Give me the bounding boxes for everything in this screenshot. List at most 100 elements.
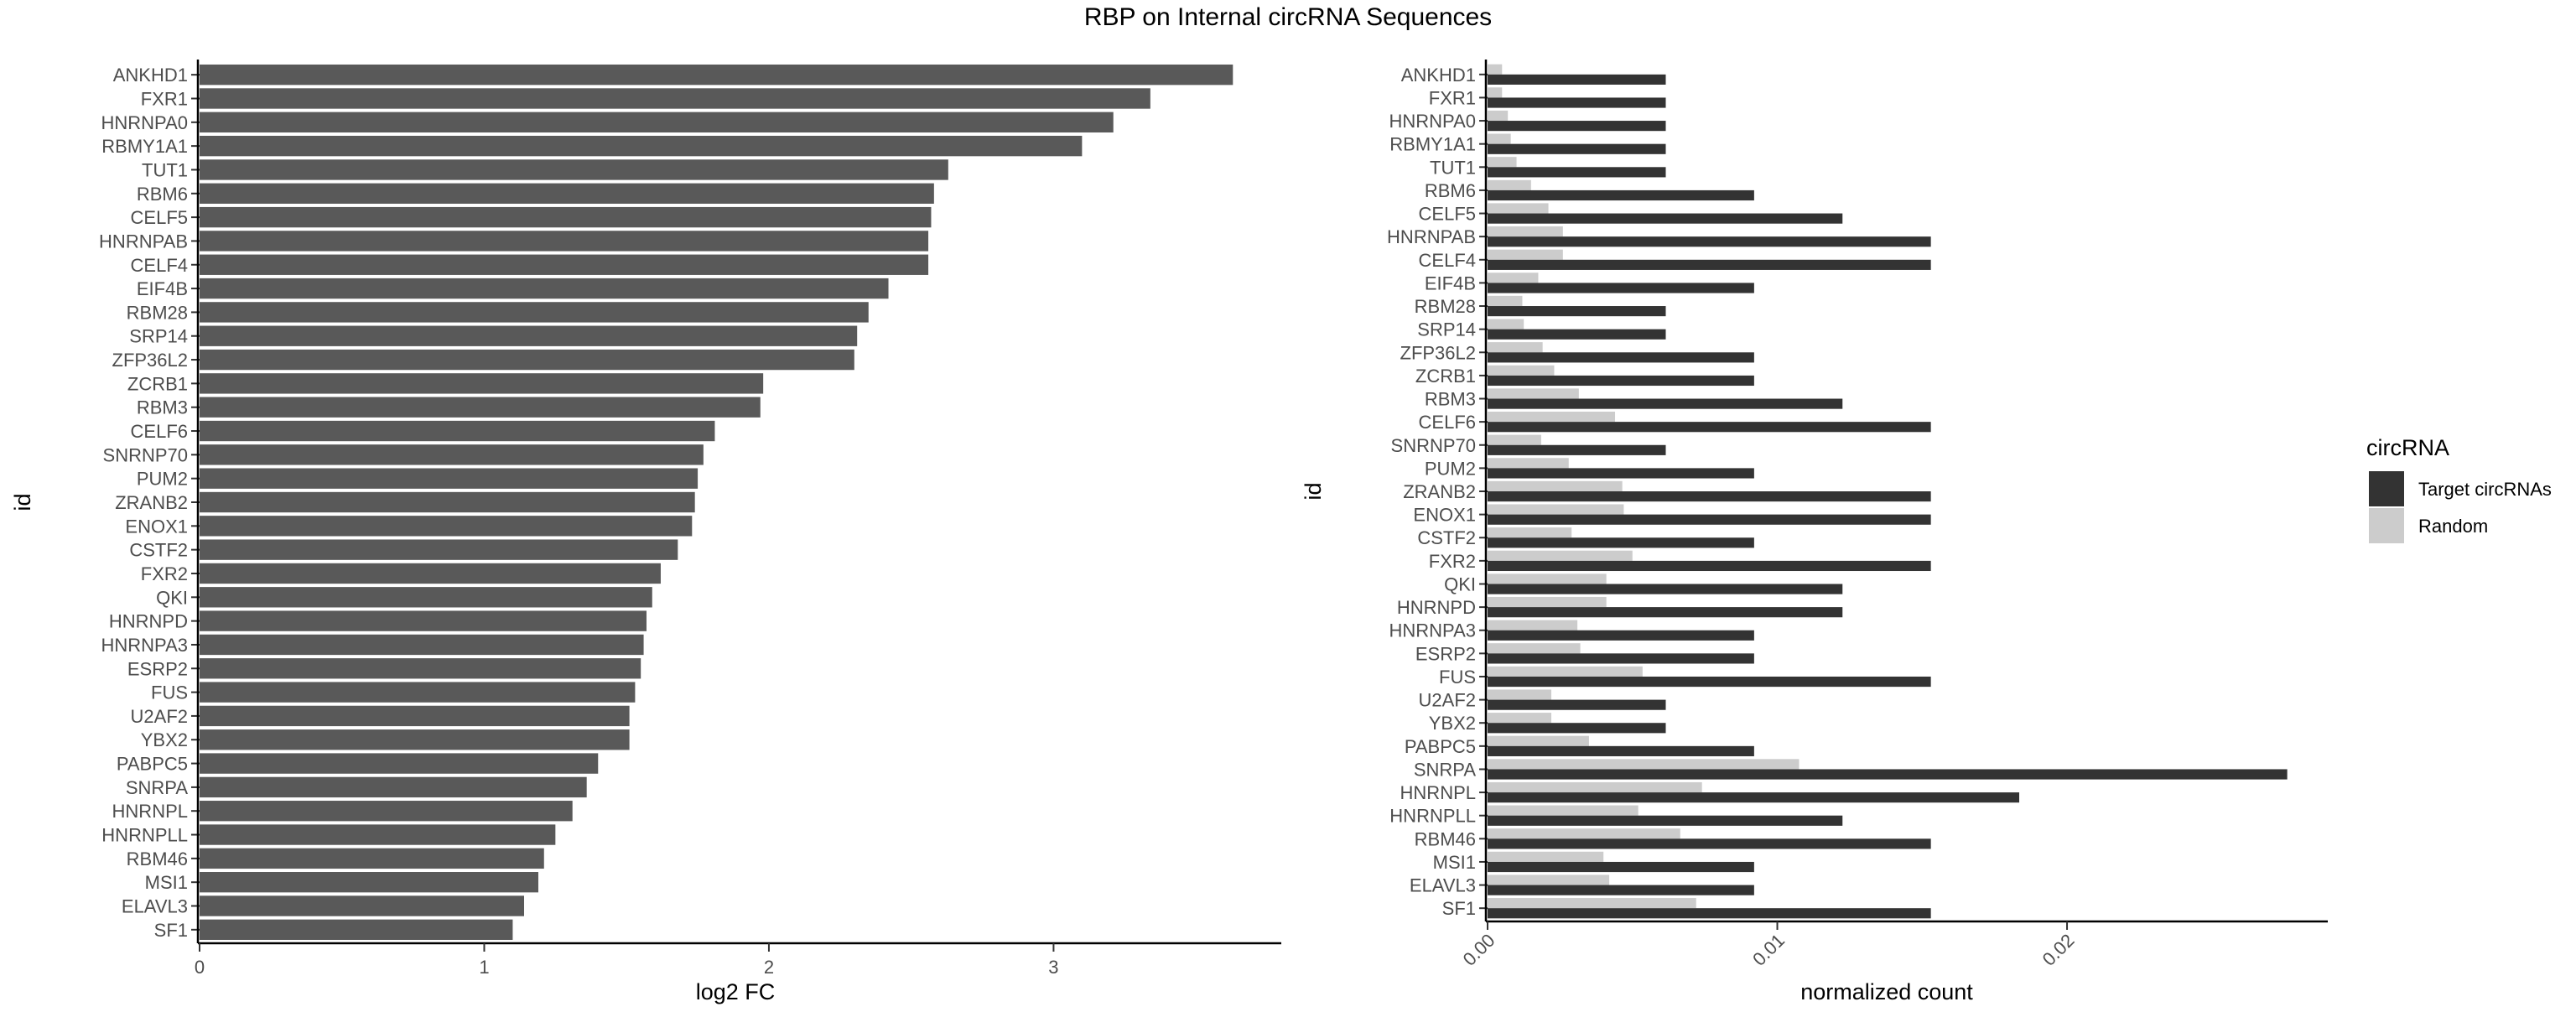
bar-random bbox=[1488, 573, 1607, 584]
bar bbox=[200, 705, 630, 727]
bar bbox=[200, 729, 630, 750]
bar-random bbox=[1488, 434, 1541, 445]
y-tick-label: ANKHD1 bbox=[1401, 65, 1476, 86]
bar-target bbox=[1488, 97, 1666, 108]
bar-random bbox=[1488, 759, 1800, 770]
bar bbox=[200, 468, 699, 489]
y-tick-label: RBMY1A1 bbox=[1389, 134, 1476, 155]
y-tick-label: CELF5 bbox=[131, 207, 188, 228]
bar-target bbox=[1488, 607, 1843, 618]
y-tick-label: HNRNPLL bbox=[101, 825, 188, 846]
y-tick-label: CELF4 bbox=[131, 255, 188, 276]
bar-target bbox=[1488, 630, 1754, 641]
bar-random bbox=[1488, 527, 1572, 538]
bar-random bbox=[1488, 203, 1549, 214]
y-tick-label: HNRNPAB bbox=[1387, 226, 1476, 247]
y-tick-label: SF1 bbox=[1442, 898, 1476, 919]
bar-target bbox=[1488, 745, 1754, 756]
bar-random bbox=[1488, 550, 1633, 561]
bar-random bbox=[1488, 851, 1604, 862]
bar-target bbox=[1488, 514, 1931, 525]
y-tick-label: U2AF2 bbox=[131, 706, 188, 727]
bar bbox=[200, 753, 599, 774]
bar bbox=[200, 658, 641, 679]
bar bbox=[200, 206, 932, 228]
bar bbox=[200, 516, 693, 537]
bar bbox=[200, 776, 587, 798]
x-tick-label: 0.02 bbox=[2038, 930, 2079, 970]
bar-random bbox=[1488, 411, 1616, 423]
y-tick-label: RBM46 bbox=[1415, 828, 1476, 849]
legend-title: circRNA bbox=[2366, 435, 2449, 460]
y-tick-label: HNRNPA3 bbox=[1389, 620, 1476, 641]
y-tick-label: EIF4B bbox=[1425, 272, 1476, 293]
bar bbox=[200, 539, 678, 560]
y-tick-label: CELF5 bbox=[1419, 204, 1476, 225]
bar-random bbox=[1488, 87, 1503, 98]
x-tick-label: 0.00 bbox=[1459, 930, 1499, 970]
bar-target bbox=[1488, 468, 1754, 479]
y-tick-label: SRP14 bbox=[1417, 319, 1476, 340]
bar-target bbox=[1488, 143, 1666, 154]
bar bbox=[200, 895, 524, 916]
y-tick-label: CELF4 bbox=[1419, 250, 1476, 271]
y-tick-label: HNRNPL bbox=[1400, 782, 1476, 803]
y-tick-label: HNRNPA0 bbox=[101, 112, 188, 133]
bar-target bbox=[1488, 398, 1843, 409]
bar-target bbox=[1488, 283, 1754, 293]
bar-target bbox=[1488, 213, 1843, 224]
y-tick-label: RBM28 bbox=[1415, 296, 1476, 317]
x-tick-label: 2 bbox=[764, 957, 774, 978]
bar-target bbox=[1488, 908, 1931, 919]
y-tick-label: RBM3 bbox=[137, 397, 188, 418]
bar bbox=[200, 397, 761, 418]
bar-target bbox=[1488, 792, 2020, 803]
y-tick-label: CSTF2 bbox=[1417, 527, 1476, 548]
x-tick-label: 0 bbox=[195, 957, 205, 978]
bar bbox=[200, 848, 544, 869]
bar-target bbox=[1488, 560, 1931, 572]
legend-label: Random bbox=[2418, 516, 2488, 537]
bar bbox=[200, 872, 538, 893]
bar-target bbox=[1488, 861, 1754, 873]
bar bbox=[200, 135, 1083, 157]
y-tick-label: RBM28 bbox=[127, 302, 188, 323]
bar bbox=[200, 919, 513, 941]
y-tick-label: HNRNPA3 bbox=[101, 635, 188, 656]
bar-target bbox=[1488, 723, 1666, 734]
bar-target bbox=[1488, 329, 1666, 340]
y-tick-label: FXR1 bbox=[141, 88, 188, 109]
y-tick-label: FXR2 bbox=[141, 563, 188, 584]
bar-random bbox=[1488, 226, 1563, 237]
bar-target bbox=[1488, 769, 2288, 780]
x-axis-title: log2 FC bbox=[696, 979, 776, 1004]
y-tick-label: PABPC5 bbox=[1405, 736, 1476, 757]
bar bbox=[200, 420, 715, 442]
bar bbox=[200, 231, 929, 252]
y-tick-label: HNRNPL bbox=[112, 801, 188, 822]
bar bbox=[200, 325, 858, 346]
bar bbox=[200, 634, 644, 656]
bar-random bbox=[1488, 735, 1589, 746]
bar-target bbox=[1488, 422, 1931, 433]
bar-random bbox=[1488, 504, 1624, 515]
y-tick-label: RBMY1A1 bbox=[101, 136, 188, 157]
bar-random bbox=[1488, 133, 1511, 144]
y-tick-label: HNRNPD bbox=[1397, 597, 1476, 618]
bar-target bbox=[1488, 699, 1666, 710]
bar bbox=[200, 112, 1114, 132]
bar bbox=[200, 491, 695, 513]
y-tick-label: EIF4B bbox=[137, 278, 188, 299]
y-tick-label: FXR2 bbox=[1429, 551, 1476, 572]
y-tick-label: ESRP2 bbox=[127, 658, 188, 679]
bar-target bbox=[1488, 676, 1931, 688]
y-tick-label: ZCRB1 bbox=[127, 373, 188, 394]
y-tick-label: QKI bbox=[1444, 573, 1476, 594]
y-tick-label: ZCRB1 bbox=[1415, 366, 1476, 387]
bar-random bbox=[1488, 179, 1531, 190]
y-tick-label: TUT1 bbox=[142, 159, 188, 180]
y-tick-label: PUM2 bbox=[1425, 458, 1476, 479]
bar-target bbox=[1488, 259, 1931, 270]
bar-target bbox=[1488, 167, 1666, 178]
x-axis-title: normalized count bbox=[1800, 979, 1973, 1004]
